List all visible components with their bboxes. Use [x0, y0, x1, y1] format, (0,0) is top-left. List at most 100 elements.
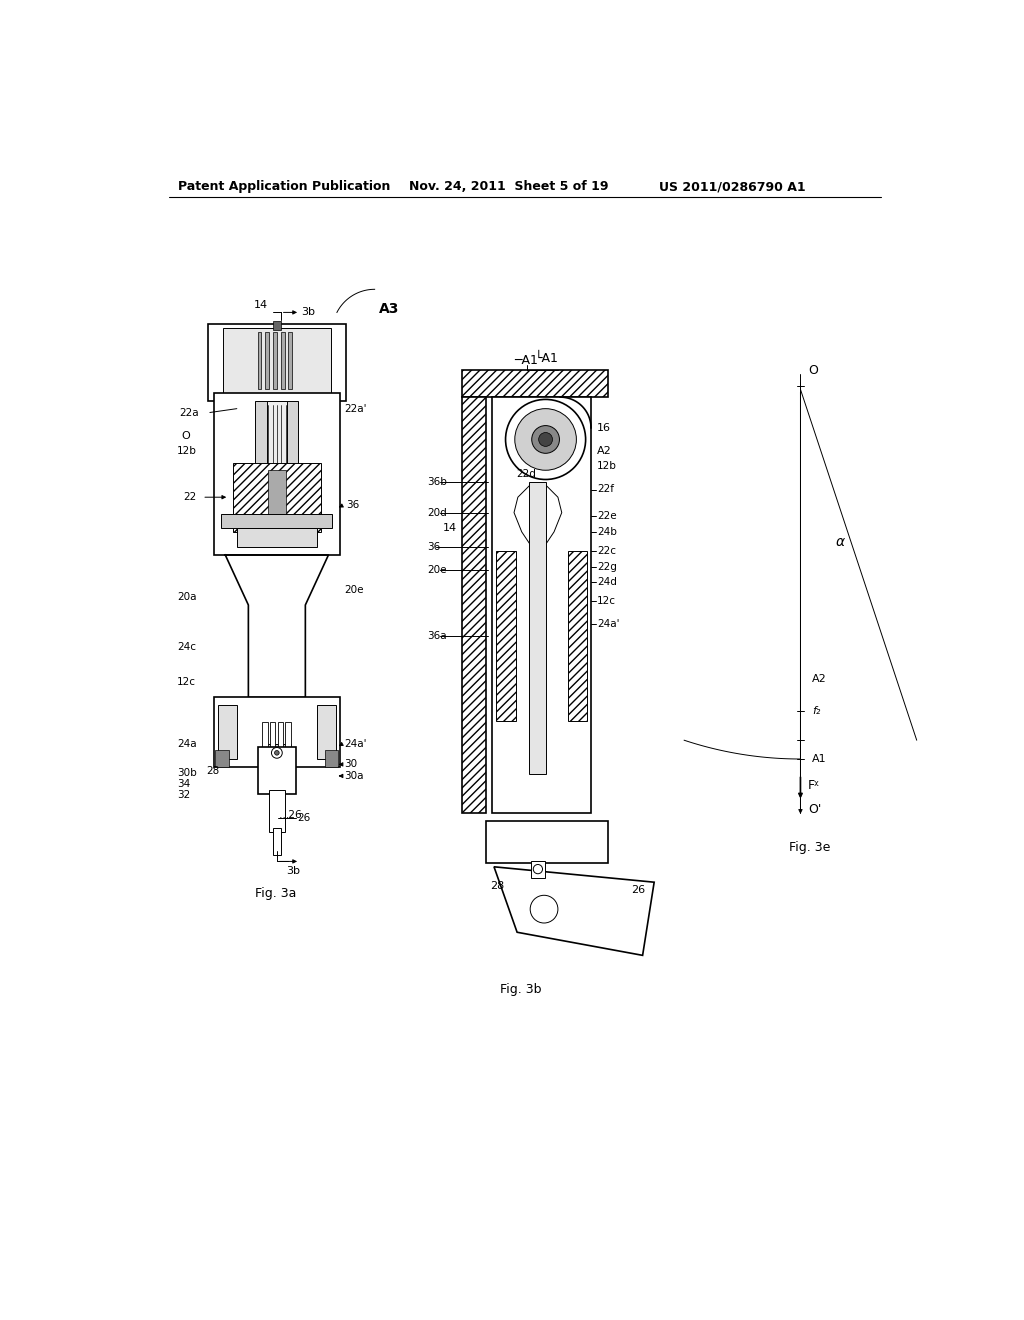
Circle shape	[530, 895, 558, 923]
Bar	[233, 462, 321, 532]
Bar	[286, 722, 291, 748]
Text: 30a: 30a	[344, 771, 364, 781]
Bar	[237, 528, 316, 548]
Text: Fig. 3e: Fig. 3e	[788, 841, 830, 854]
Bar	[263, 743, 291, 762]
Text: A1: A1	[812, 754, 826, 764]
Bar	[258, 747, 296, 793]
Text: 24a': 24a'	[597, 619, 620, 630]
Text: 34: 34	[177, 779, 190, 788]
Bar	[217, 705, 237, 759]
Bar	[278, 722, 283, 748]
Bar	[568, 552, 587, 721]
Text: 26: 26	[298, 813, 311, 824]
Text: O': O'	[808, 803, 821, 816]
Bar	[493, 397, 591, 813]
Text: 22f: 22f	[597, 484, 614, 495]
Text: 22a': 22a'	[344, 404, 367, 413]
Bar	[208, 323, 346, 401]
Bar	[325, 750, 339, 767]
Bar	[269, 789, 285, 832]
Text: O: O	[808, 363, 818, 376]
Text: ─A1: ─A1	[514, 354, 538, 367]
Text: 30: 30	[344, 759, 357, 770]
Circle shape	[271, 747, 283, 758]
Text: 26: 26	[631, 884, 645, 895]
Text: US 2011/0286790 A1: US 2011/0286790 A1	[658, 181, 806, 194]
Circle shape	[534, 865, 543, 874]
Bar	[462, 397, 486, 813]
Text: 16: 16	[597, 422, 611, 433]
Text: Fig. 3a: Fig. 3a	[255, 887, 297, 900]
Bar	[273, 321, 281, 330]
Text: 24d: 24d	[597, 577, 617, 587]
Text: 24a: 24a	[177, 739, 197, 748]
Text: 12c: 12c	[597, 597, 616, 606]
Text: 28: 28	[490, 880, 505, 891]
Text: 36a: 36a	[427, 631, 446, 640]
Text: Fᵡ: Fᵡ	[808, 779, 820, 792]
Text: 32: 32	[177, 791, 190, 800]
Text: 30b: 30b	[177, 768, 197, 777]
Bar	[529, 482, 547, 775]
Text: 24b: 24b	[597, 527, 617, 537]
Text: 3b: 3b	[286, 866, 300, 875]
Circle shape	[531, 425, 559, 453]
Text: 20e: 20e	[344, 585, 364, 594]
Bar	[270, 722, 275, 748]
Text: A2: A2	[812, 673, 826, 684]
Text: 22d: 22d	[516, 469, 537, 479]
Bar	[497, 552, 515, 721]
Text: α: α	[836, 535, 844, 549]
Bar	[273, 331, 276, 389]
Text: 22g: 22g	[597, 561, 617, 572]
Bar	[223, 327, 331, 393]
Bar	[258, 331, 261, 389]
Text: └A1: └A1	[535, 352, 559, 366]
Bar	[214, 393, 340, 554]
Text: 12b: 12b	[597, 462, 617, 471]
Bar	[486, 821, 608, 863]
Bar	[214, 697, 340, 767]
Bar	[221, 513, 333, 528]
Text: 3b: 3b	[301, 308, 315, 317]
Text: 20e: 20e	[427, 565, 446, 576]
Bar	[289, 331, 292, 389]
Bar	[267, 470, 286, 524]
Text: 14: 14	[442, 523, 457, 533]
Bar	[462, 370, 608, 397]
Text: 36b: 36b	[427, 477, 446, 487]
Circle shape	[506, 400, 586, 479]
Bar	[255, 401, 298, 524]
Text: 22e: 22e	[597, 511, 616, 521]
Text: A3: A3	[379, 301, 399, 315]
Text: …26: …26	[279, 810, 302, 820]
Text: 24a': 24a'	[344, 739, 367, 748]
Text: 36: 36	[427, 543, 440, 552]
Text: 12b: 12b	[177, 446, 197, 455]
Text: Fig. 3b: Fig. 3b	[500, 983, 542, 997]
Bar	[215, 750, 229, 767]
Text: 36: 36	[346, 500, 359, 510]
Bar	[265, 331, 269, 389]
Text: 22c: 22c	[597, 546, 616, 556]
Text: 14: 14	[254, 300, 268, 310]
Text: f₂: f₂	[812, 706, 820, 717]
Text: 22a: 22a	[179, 408, 199, 417]
Circle shape	[274, 751, 280, 755]
Text: 22: 22	[183, 492, 197, 502]
Text: 12c: 12c	[177, 677, 196, 686]
Circle shape	[515, 409, 577, 470]
Text: Patent Application Publication: Patent Application Publication	[178, 181, 391, 194]
Text: O: O	[181, 430, 190, 441]
Bar	[267, 401, 287, 524]
Text: 20d: 20d	[427, 508, 446, 517]
Bar	[281, 331, 285, 389]
Bar	[531, 862, 545, 878]
Text: 20a: 20a	[177, 593, 197, 602]
Text: 28: 28	[206, 766, 219, 776]
Bar	[273, 829, 281, 855]
Bar	[262, 722, 267, 748]
Text: 24c: 24c	[177, 643, 196, 652]
Text: Nov. 24, 2011  Sheet 5 of 19: Nov. 24, 2011 Sheet 5 of 19	[410, 181, 609, 194]
